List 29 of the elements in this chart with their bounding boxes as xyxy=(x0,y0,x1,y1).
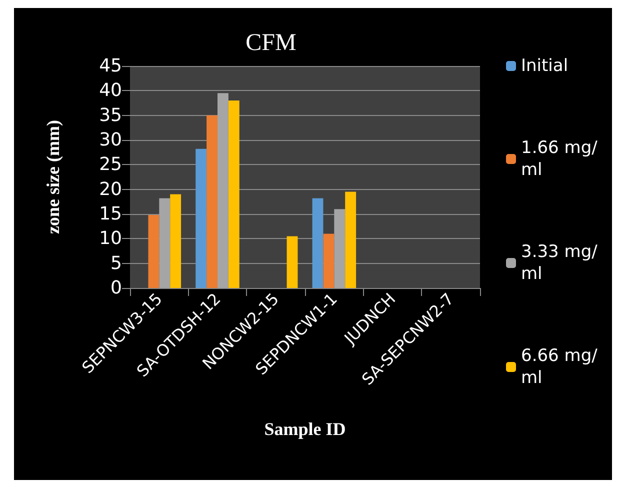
y-tick-label: 25 xyxy=(99,154,122,176)
y-tick-label: 30 xyxy=(99,130,122,150)
bar xyxy=(345,192,356,288)
bar xyxy=(170,194,182,288)
y-tick-label: 0 xyxy=(110,278,122,298)
y-axis-title: zone size (mm) xyxy=(43,120,63,234)
legend-label: 3.33 mg/ml xyxy=(521,242,598,284)
bar xyxy=(196,148,207,288)
legend-label: 1.66 mg/ml xyxy=(521,138,598,180)
bar xyxy=(218,93,228,288)
y-tick-label: 40 xyxy=(99,80,122,102)
bar xyxy=(312,198,324,288)
y-tick-label: 10 xyxy=(99,228,122,250)
y-tick-label: 35 xyxy=(99,104,122,126)
bar xyxy=(228,100,240,288)
y-tick-label: 20 xyxy=(99,178,122,200)
bar xyxy=(323,234,334,288)
y-tick-label: 45 xyxy=(99,56,122,76)
bar xyxy=(206,115,218,288)
x-axis-title: Sample ID xyxy=(264,419,346,439)
y-tick-label: 5 xyxy=(110,252,122,274)
chart-title: CFM xyxy=(246,30,296,56)
bar xyxy=(148,214,160,288)
legend-label: 6.66 mg/ml xyxy=(521,346,598,388)
bar xyxy=(159,198,170,288)
bar xyxy=(286,236,298,288)
bar xyxy=(334,209,346,288)
legend-label: Initial xyxy=(521,56,568,76)
y-tick-label: 15 xyxy=(99,204,122,224)
